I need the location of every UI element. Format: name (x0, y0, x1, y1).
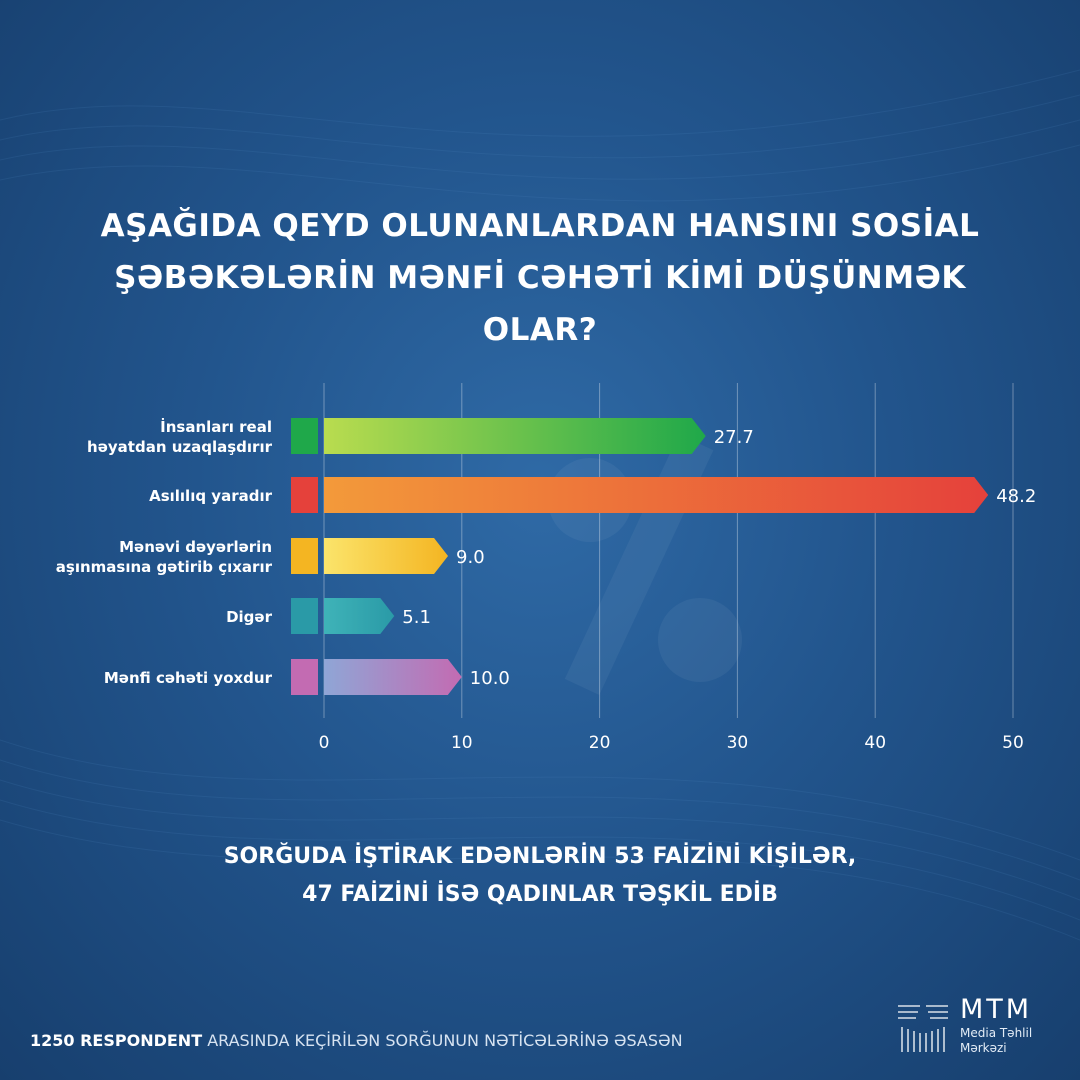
bar (324, 538, 449, 574)
bar-stub (291, 418, 318, 454)
chart-title-line-1: AŞAĞIDA QEYD OLUNANLARDAN HANSINI SOSİAL (100, 208, 980, 244)
logo-subtitle-line-1: Media Təhlil (960, 1026, 1033, 1040)
source-text: ARASINDA KEÇİRİLƏN SORĞUNUN NƏTİCƏLƏRİNƏ… (202, 1031, 683, 1050)
value-label: 48.2 (996, 486, 1036, 507)
respondent-count: 1250 RESPONDENT (30, 1031, 203, 1050)
logo-subtitle-line-2: Mərkəzi (960, 1041, 1007, 1055)
bar-row: 10.0 Mənfi cəhəti yoxdur (104, 659, 510, 695)
footnote-line-1: SORĞUDA İŞTİRAK EDƏNLƏRİN 53 FAİZİNİ KİŞ… (223, 844, 857, 869)
x-tick-label: 40 (864, 733, 886, 753)
mtm-logo-mark-icon (898, 1005, 948, 1052)
bar-row: 9.0 Mənəvi dəyərlərin aşınmasına gətirib ç… (56, 538, 485, 576)
x-tick-label: 30 (727, 733, 749, 753)
x-axis-ticks: 0 10 20 30 40 50 (319, 733, 1024, 753)
category-label: Asılılıq yaradır (149, 487, 273, 505)
x-tick-label: 10 (451, 733, 473, 753)
bar-stub (291, 598, 318, 634)
value-label: 27.7 (714, 427, 754, 448)
chart-title: AŞAĞIDA QEYD OLUNANLARDAN HANSINI SOSİAL… (60, 200, 1020, 356)
survey-footnote: SORĞUDA İŞTİRAK EDƏNLƏRİN 53 FAİZİNİ KİŞ… (100, 838, 980, 914)
category-label: Mənəvi dəyərlərin (119, 538, 272, 556)
bar-stub (291, 538, 318, 574)
x-tick-label: 20 (589, 733, 611, 753)
bar (324, 598, 395, 634)
bar (324, 477, 989, 513)
x-tick-label: 50 (1002, 733, 1024, 753)
chart-title-line-2: ŞƏBƏKƏLƏRİN MƏNFİ CƏHƏTİ KİMİ DÜŞÜNMƏK O… (114, 260, 966, 348)
value-label: 9.0 (456, 547, 485, 568)
bar-row: 48.2 Asılılıq yaradır (149, 477, 1036, 513)
bars: 27.7 İnsanları real həyatdan uzaqlaşdırır 4… (56, 417, 1036, 695)
bar (324, 659, 462, 695)
mtm-logo: MTM Media Təhlil Mərkəzi (896, 994, 1056, 1058)
bar-row: 5.1 Digər (226, 598, 431, 634)
value-label: 10.0 (470, 668, 510, 689)
category-label: İnsanları real (160, 417, 272, 436)
footnote-line-2: 47 FAİZİNİ İSƏ QADINLAR TƏŞKİL EDİB (302, 882, 778, 907)
category-label: Digər (226, 608, 273, 626)
value-label: 5.1 (402, 607, 431, 628)
category-label: Mənfi cəhəti yoxdur (104, 669, 273, 687)
logo-subtitle: Media Təhlil Mərkəzi (960, 1026, 1032, 1056)
source-note: 1250 RESPONDENT ARASINDA KEÇİRİLƏN SORĞU… (30, 1031, 683, 1050)
bar-stub (291, 659, 318, 695)
bar-row: 27.7 İnsanları real həyatdan uzaqlaşdırır (87, 417, 754, 456)
category-label: aşınmasına gətirib çıxarır (56, 558, 273, 576)
bar (324, 418, 706, 454)
bar-stub (291, 477, 318, 513)
category-label: həyatdan uzaqlaşdırır (87, 438, 273, 456)
x-tick-label: 0 (319, 733, 330, 753)
logo-name: MTM (960, 994, 1033, 1025)
